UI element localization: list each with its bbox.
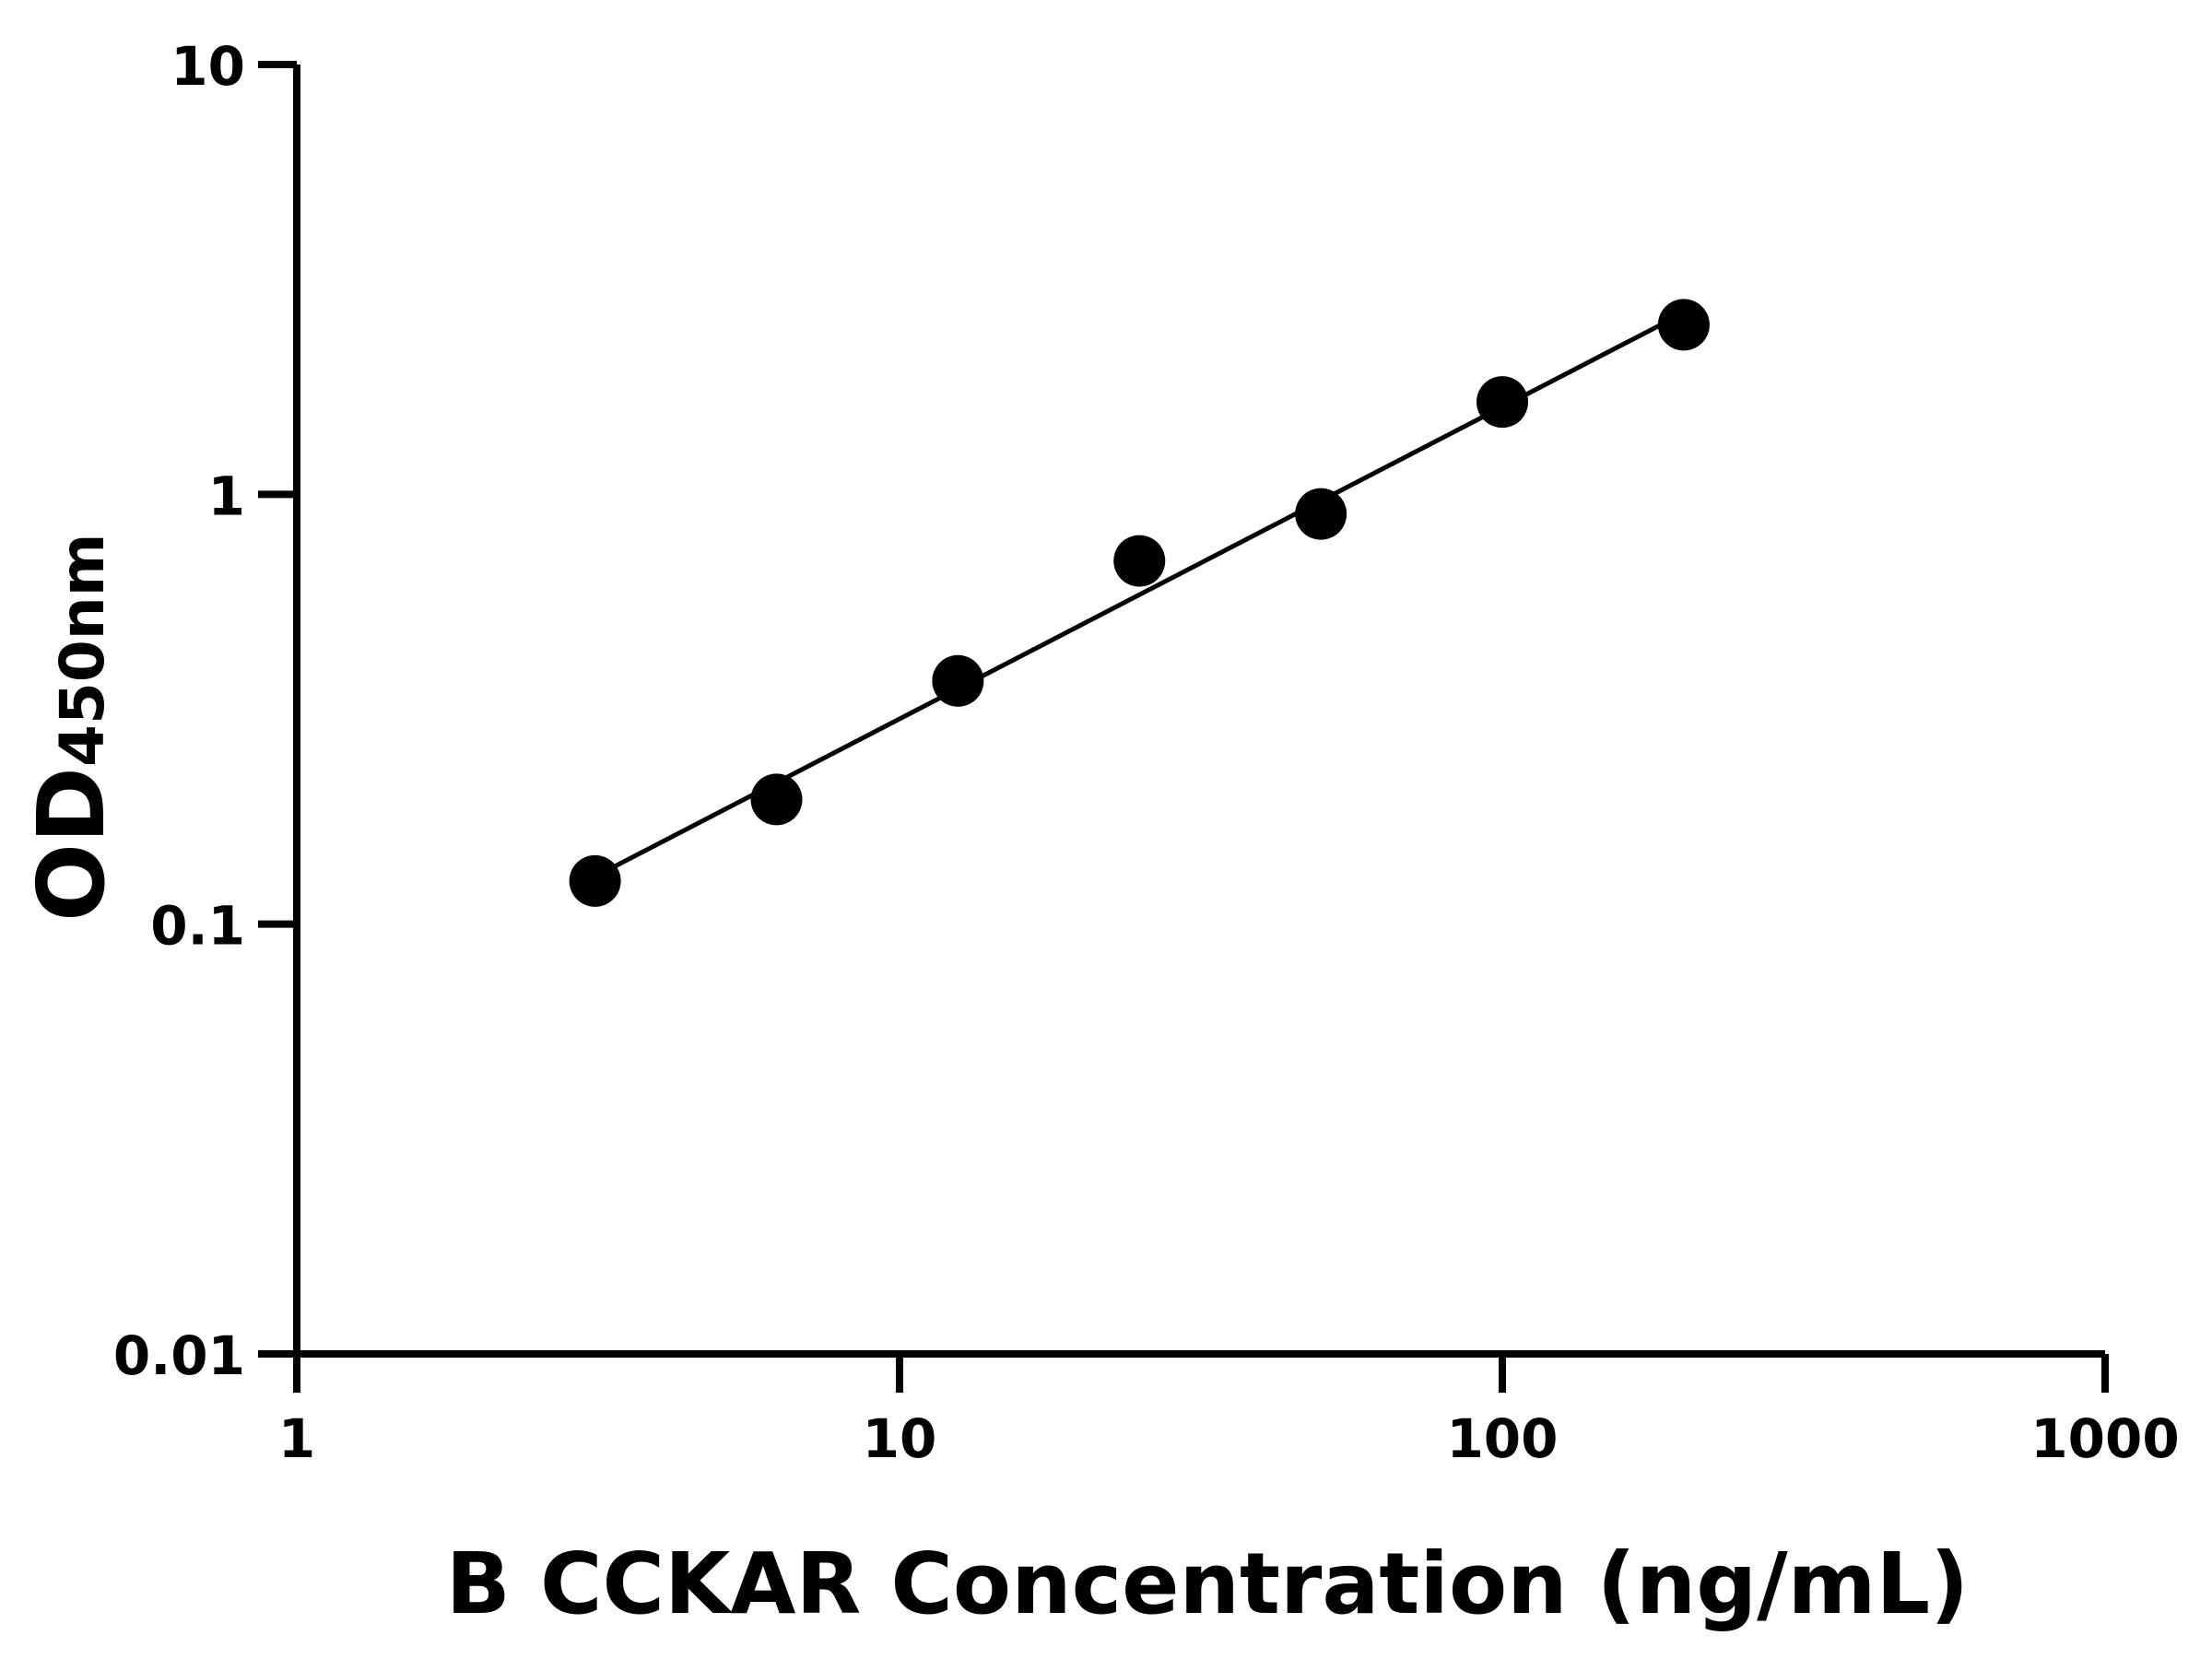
data-point	[1657, 299, 1710, 351]
y-tick-label: 0.1	[150, 895, 245, 958]
x-tick-label: 100	[1446, 1407, 1558, 1470]
y-tick-label: 10	[171, 35, 245, 98]
data-point	[1113, 535, 1166, 587]
x-tick-label: 1000	[2030, 1407, 2179, 1470]
y-axis-label-main: OD	[18, 767, 125, 922]
x-tick-label: 1	[278, 1407, 315, 1470]
y-tick-label: 0.01	[113, 1324, 245, 1387]
data-point	[932, 654, 984, 707]
x-tick-label: 10	[863, 1407, 937, 1470]
data-points	[569, 299, 1710, 907]
data-point	[1295, 488, 1347, 540]
y-axis-label-sub: 450nm	[47, 533, 118, 767]
y-tick-label: 1	[208, 465, 245, 527]
x-axis-label: B CCKAR Concentration (ng/mL)	[446, 1535, 1969, 1633]
data-point	[569, 854, 621, 907]
svg-text:OD450nm: OD450nm	[18, 533, 125, 922]
y-axis-label: OD450nm	[18, 533, 125, 922]
axes	[293, 65, 2105, 1358]
data-point	[750, 773, 803, 826]
data-point	[1477, 376, 1528, 429]
ticks: 1 10 100 1000 0.01 0.1 1 10	[113, 35, 2180, 1470]
